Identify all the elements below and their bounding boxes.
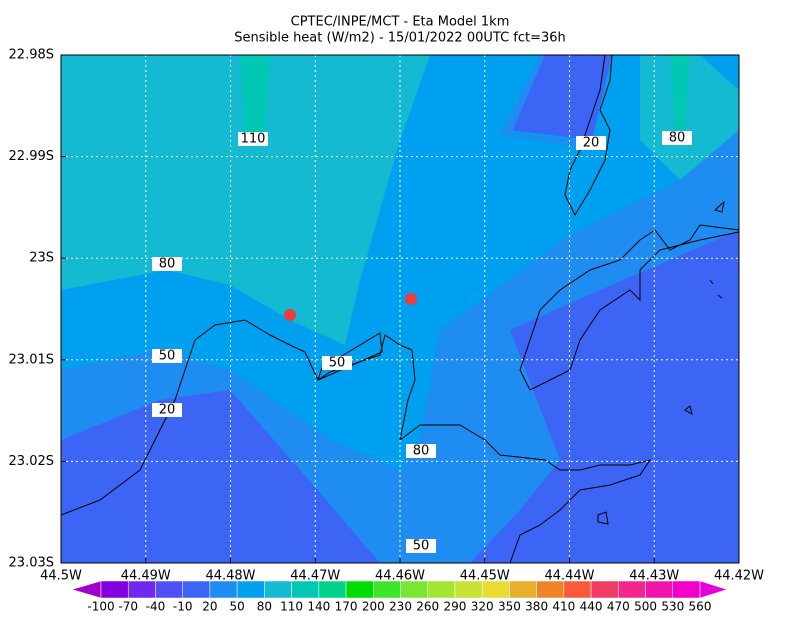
colorbar-box — [454, 580, 483, 599]
contour-label: 50 — [329, 356, 346, 371]
lat-tick-label: 22.98S — [9, 48, 54, 63]
lon-tick-label: 44.49W — [121, 569, 171, 584]
colorbar-box — [400, 580, 428, 599]
subtitle: Sensible heat (W/m2) - 15/01/2022 00UTC … — [234, 31, 566, 46]
contour-label-box — [662, 131, 692, 145]
contour-label: 80 — [669, 131, 686, 146]
contour-label-box — [238, 132, 268, 146]
colorbar-arrow — [699, 580, 728, 599]
field-110 — [61, 55, 430, 345]
colorbar-box — [155, 580, 183, 599]
contour-label-box — [576, 136, 606, 150]
contour-label: 80 — [413, 444, 430, 459]
colorbar-box — [509, 580, 537, 599]
lon-tick-label: 44.45W — [460, 569, 510, 584]
contour-label-box — [152, 349, 182, 363]
colorbar-box — [481, 580, 510, 599]
station-marker — [284, 309, 296, 321]
colorbar-label: 500 — [634, 600, 657, 614]
colorbar-box — [427, 580, 456, 599]
colorbar-label: -70 — [118, 600, 138, 614]
contour-label: 80 — [159, 257, 176, 272]
station-marker — [405, 293, 417, 305]
lat-tick-label: 23S — [29, 251, 54, 266]
colorbar-arrow — [71, 580, 102, 599]
colorbar-box — [209, 580, 238, 599]
lon-tick-label: 44.46W — [375, 569, 425, 584]
contour-label-box — [406, 444, 436, 458]
contour-label-box — [406, 539, 436, 553]
colorbar-label: 170 — [335, 600, 358, 614]
colorbar-label: 140 — [307, 600, 330, 614]
lon-tick-label: 44.47W — [290, 569, 340, 584]
field-140 — [670, 55, 690, 130]
colorbar-label: 530 — [661, 600, 684, 614]
lat-tick-label: 23.03S — [9, 556, 54, 571]
colorbar-box — [100, 580, 129, 599]
lon-tick-label: 44.48W — [205, 569, 255, 584]
field-110 — [640, 55, 739, 180]
contour-label: 50 — [413, 539, 430, 554]
contour-label-box — [152, 257, 182, 271]
lat-tick-label: 23.02S — [9, 454, 54, 469]
contour-label: 50 — [159, 349, 176, 364]
colorbar-box — [536, 580, 565, 599]
colorbar-box — [672, 580, 701, 599]
lon-tick-label: 44.43W — [629, 569, 679, 584]
contour-label-box — [152, 403, 182, 417]
colorbar-label: -10 — [173, 600, 193, 614]
colorbar-box — [182, 580, 211, 599]
field-140 — [240, 55, 270, 135]
colorbar-label: 380 — [525, 600, 548, 614]
title: CPTEC/INPE/MCT - Eta Model 1km — [291, 15, 510, 30]
field-50 — [500, 55, 600, 150]
colorbar-box — [264, 580, 292, 599]
lon-tick-label: 44.44W — [544, 569, 594, 584]
colorbar-box — [318, 580, 347, 599]
colorbar-box — [291, 580, 320, 599]
colorbar-label: 110 — [280, 600, 303, 614]
contour-label: 20 — [159, 403, 176, 418]
lat-tick-label: 22.99S — [9, 149, 54, 164]
lat-tick-label: 23.01S — [9, 352, 54, 367]
colorbar-label: 290 — [444, 600, 467, 614]
colorbar-label: 260 — [416, 600, 439, 614]
colorbar-label: 230 — [389, 600, 412, 614]
colorbar-box — [563, 580, 592, 599]
coastline — [60, 54, 740, 564]
colorbar-box — [127, 580, 156, 599]
lon-tick-label: 44.42W — [714, 569, 764, 584]
contour-label-box — [322, 356, 352, 370]
colorbar-box — [236, 580, 265, 599]
colorbar-box — [618, 580, 646, 599]
colorbar-label: 200 — [362, 600, 385, 614]
colorbar-box — [373, 580, 401, 599]
colorbar-label: 440 — [580, 600, 603, 614]
colorbar-box — [590, 580, 619, 599]
colorbar-label: 470 — [607, 600, 630, 614]
colorbar-box — [645, 580, 674, 599]
lon-tick-label: 44.5W — [40, 569, 82, 584]
colorbar-box — [345, 580, 374, 599]
colorbar-label: -100 — [87, 600, 114, 614]
contour-label: 20 — [583, 136, 600, 151]
colorbar-label: 410 — [552, 600, 575, 614]
colorbar-label: 80 — [257, 600, 272, 614]
colorbar-label: 20 — [202, 600, 217, 614]
contour-label: 110 — [241, 132, 266, 147]
colorbar-label: -40 — [146, 600, 166, 614]
colorbar-label: 560 — [689, 600, 712, 614]
colorbar-label: 50 — [229, 600, 244, 614]
colorbar-label: 350 — [498, 600, 521, 614]
colorbar-label: 320 — [471, 600, 494, 614]
